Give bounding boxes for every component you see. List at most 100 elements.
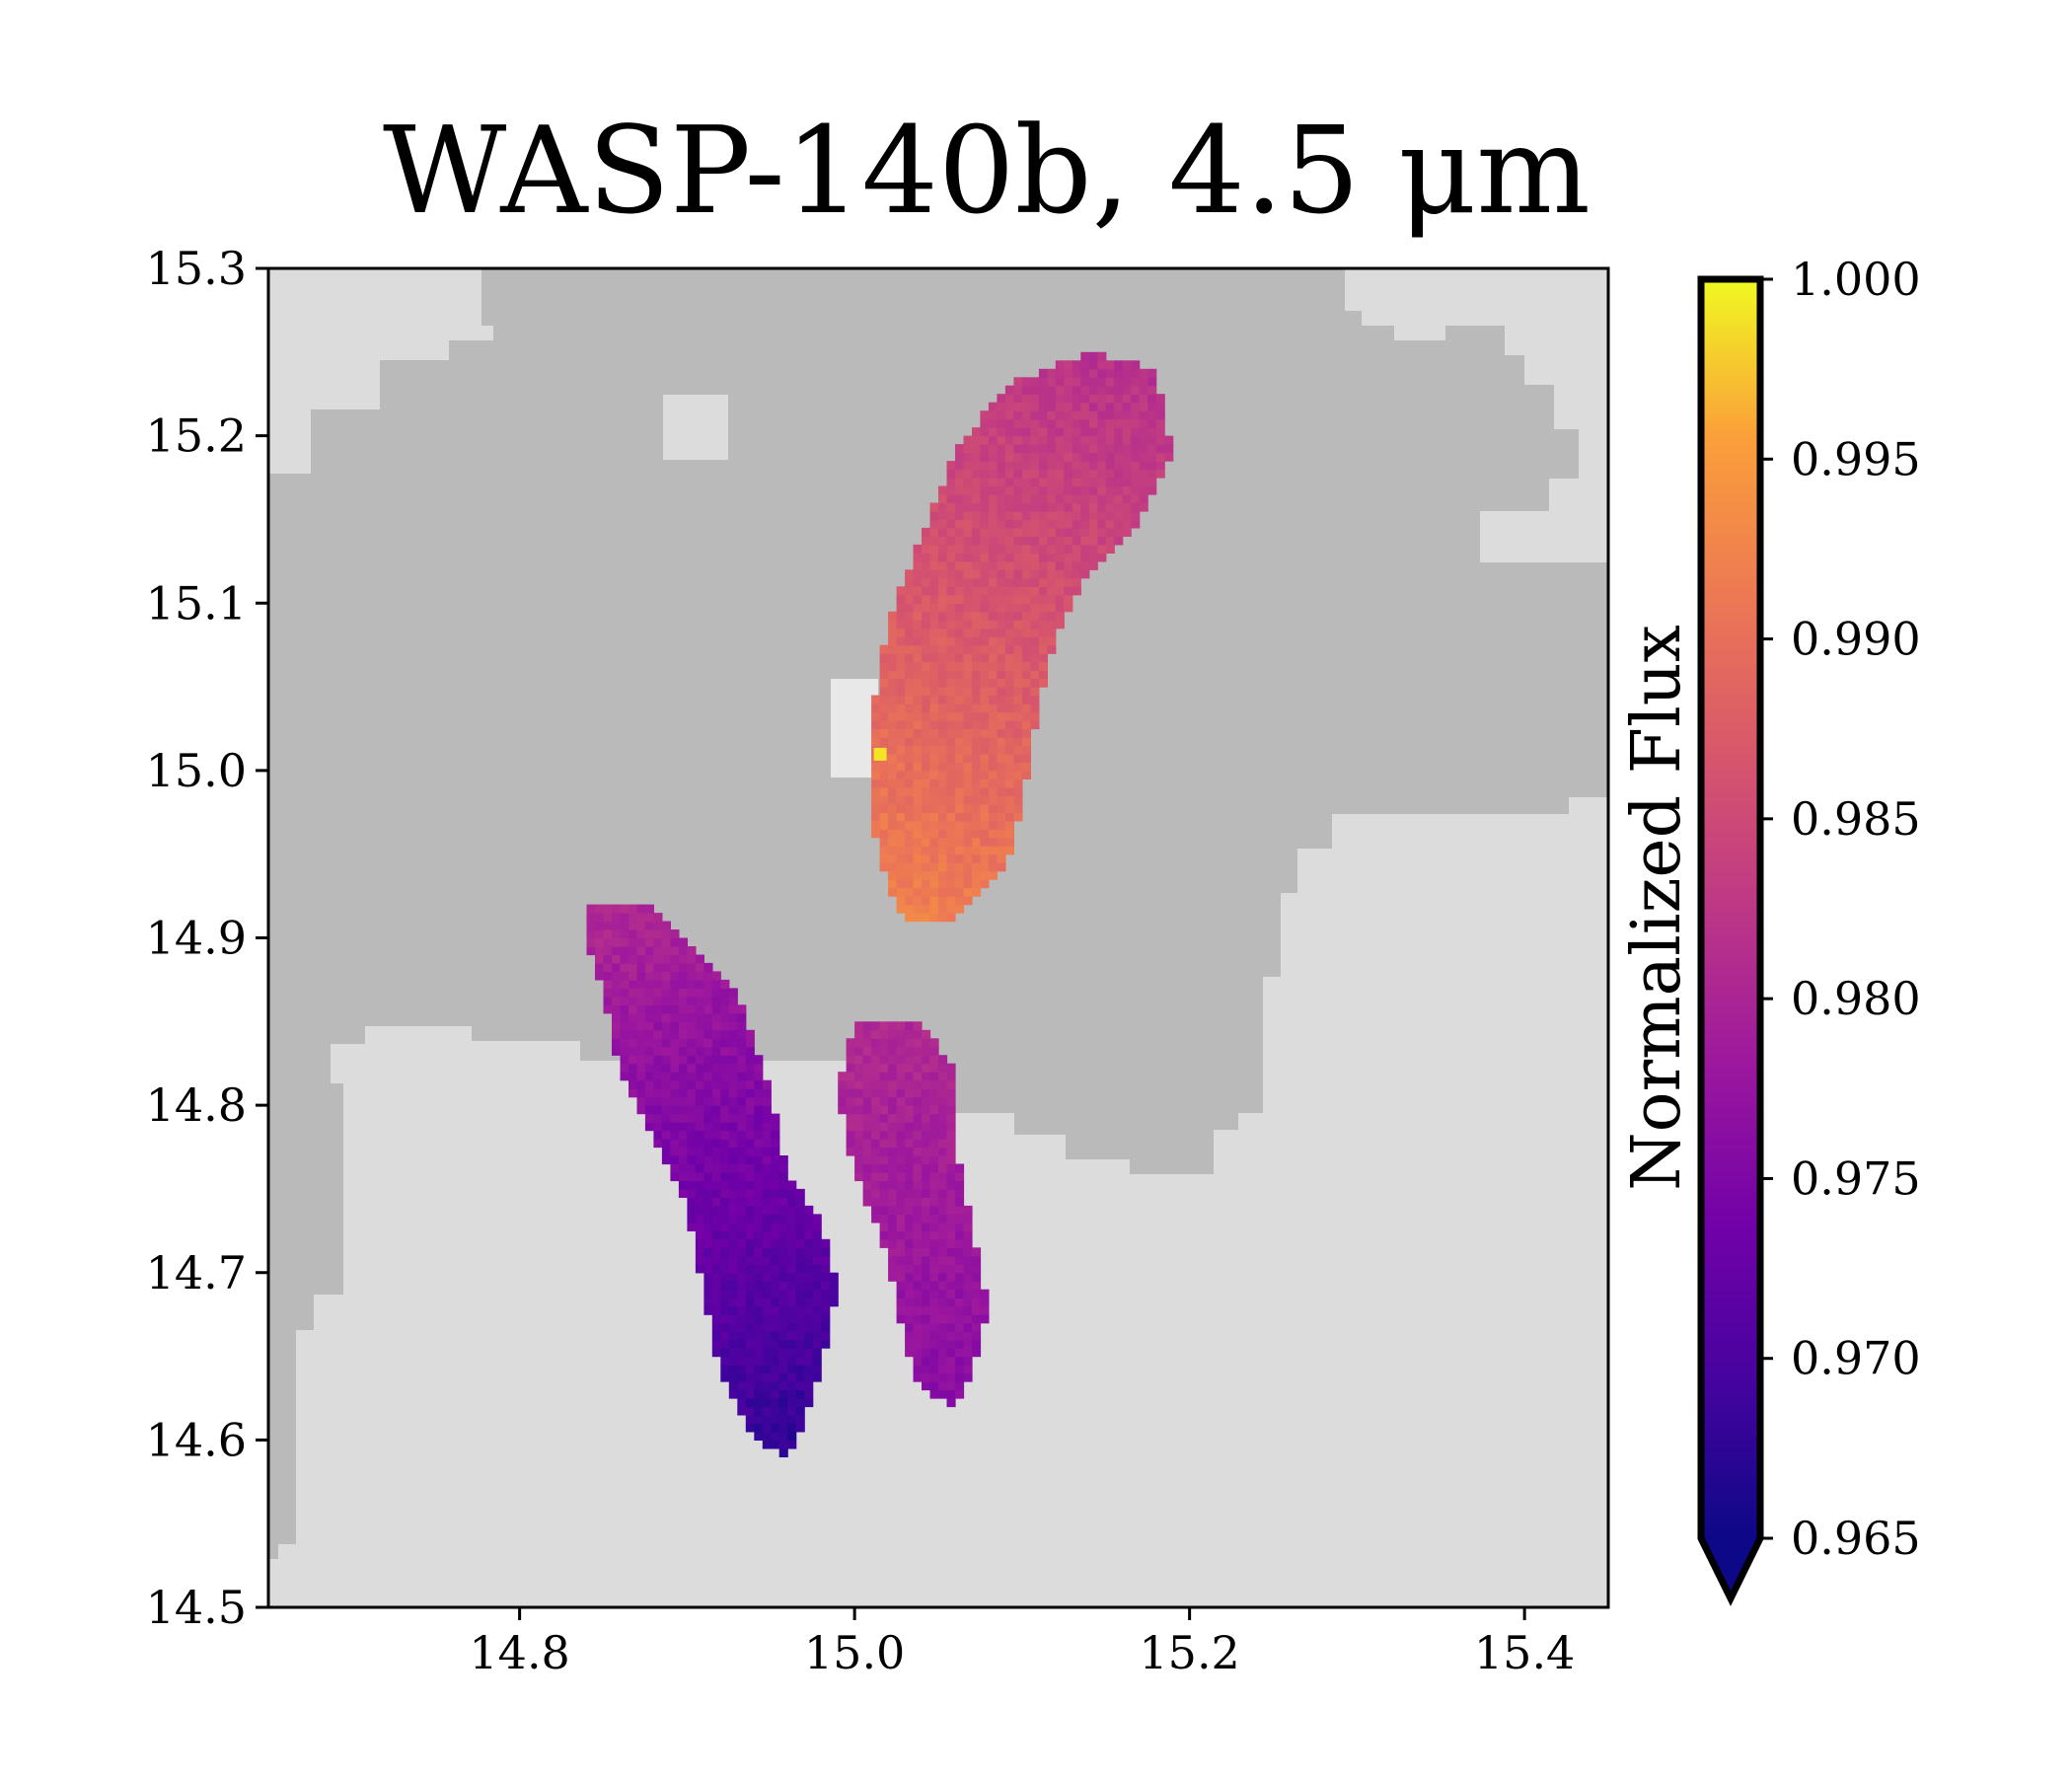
flux-pixel (720, 1096, 730, 1106)
flux-pixel (955, 704, 965, 713)
flux-pixel (896, 728, 906, 738)
flux-pixel (905, 1122, 915, 1132)
flux-pixel (929, 1381, 939, 1391)
flux-pixel (737, 1214, 747, 1224)
flux-pixel (929, 736, 939, 746)
flux-pixel (888, 879, 898, 889)
flux-pixel (720, 1339, 730, 1349)
flux-pixel (946, 569, 956, 579)
flux-pixel (603, 988, 613, 998)
flux-pixel (905, 1072, 915, 1081)
flux-pixel (913, 1214, 923, 1224)
flux-pixel (737, 1021, 747, 1031)
flux-pixel (711, 1188, 721, 1198)
flux-pixel (620, 979, 629, 989)
flux-pixel (762, 1431, 772, 1441)
flux-pixel (929, 511, 939, 521)
flux-pixel (778, 1414, 788, 1424)
flux-pixel (963, 736, 973, 746)
colorbar-tick-label: 0.985 (1791, 792, 1921, 846)
flux-pixel (762, 1281, 772, 1291)
flux-pixel (838, 1079, 848, 1089)
flux-pixel (661, 1063, 671, 1073)
flux-pixel (653, 921, 663, 930)
flux-pixel (963, 1272, 973, 1282)
flux-pixel (737, 1314, 747, 1324)
flux-pixel (1131, 410, 1141, 420)
flux-pixel (1105, 469, 1115, 479)
flux-pixel (955, 553, 965, 562)
flux-pixel (997, 837, 1006, 847)
flux-pixel (1105, 410, 1115, 420)
flux-pixel (888, 1172, 898, 1182)
flux-pixel (762, 1096, 772, 1106)
x-tick-label: 14.8 (469, 1626, 569, 1679)
flux-pixel (762, 1238, 772, 1248)
flux-pixel (1080, 536, 1090, 546)
flux-pixel (1097, 377, 1107, 387)
flux-pixel (963, 704, 973, 713)
flux-pixel (737, 1389, 747, 1399)
flux-pixel (972, 786, 982, 796)
flux-pixel (720, 1113, 730, 1123)
flux-pixel (1097, 469, 1107, 479)
flux-pixel (661, 937, 671, 947)
flux-pixel (703, 1021, 713, 1031)
flux-pixel (787, 1348, 797, 1358)
flux-pixel (1080, 553, 1090, 562)
flux-pixel (1038, 620, 1048, 630)
flux-pixel (629, 1012, 638, 1022)
flux-pixel (905, 837, 915, 847)
flux-pixel (1013, 377, 1023, 387)
flux-pixel (972, 628, 982, 637)
flux-pixel (929, 1305, 939, 1315)
flux-pixel (1122, 444, 1132, 454)
flux-pixel (888, 770, 898, 779)
flux-pixel (745, 1255, 755, 1265)
flux-pixel (879, 1021, 889, 1031)
flux-pixel (728, 1264, 738, 1274)
flux-pixel (678, 1012, 688, 1022)
flux-pixel (720, 1029, 730, 1039)
flux-pixel (922, 1072, 931, 1081)
flux-pixel (929, 586, 939, 596)
flux-pixel (678, 1130, 688, 1140)
flux-pixel (737, 1155, 747, 1165)
flux-pixel (946, 1079, 956, 1089)
flux-pixel (972, 1298, 982, 1307)
flux-pixel (795, 1414, 805, 1424)
flux-pixel (871, 1063, 881, 1073)
flux-pixel (703, 1264, 713, 1274)
flux-pixel (879, 1038, 889, 1048)
flux-pixel (1064, 452, 1073, 462)
flux-pixel (946, 1205, 956, 1215)
flux-pixel (929, 1122, 939, 1132)
flux-pixel (929, 1230, 939, 1240)
flux-pixel (972, 1281, 982, 1291)
flux-pixel (745, 1222, 755, 1231)
flux-pixel (644, 921, 654, 930)
flux-pixel (687, 1122, 697, 1132)
flux-pixel (737, 1298, 747, 1307)
flux-pixel (888, 1163, 898, 1173)
flux-pixel (1139, 502, 1148, 512)
flux-pixel (762, 1172, 772, 1182)
flux-pixel (946, 1214, 956, 1224)
flux-pixel (812, 1305, 822, 1315)
flux-pixel (695, 1238, 704, 1248)
flux-pixel (854, 1130, 864, 1140)
flux-pixel (888, 704, 898, 713)
flux-pixel (644, 1105, 654, 1115)
flux-pixel (963, 762, 973, 772)
flux-pixel (804, 1255, 814, 1265)
flux-pixel (1021, 502, 1031, 512)
flux-pixel (905, 853, 915, 863)
flux-pixel (1080, 368, 1090, 378)
flux-pixel (1122, 377, 1132, 387)
flux-pixel (754, 1348, 764, 1358)
flux-pixel (980, 611, 990, 621)
flux-pixel (1013, 536, 1023, 546)
flux-pixel (938, 1147, 948, 1156)
flux-pixel (946, 544, 956, 554)
flux-pixel (1013, 628, 1023, 637)
